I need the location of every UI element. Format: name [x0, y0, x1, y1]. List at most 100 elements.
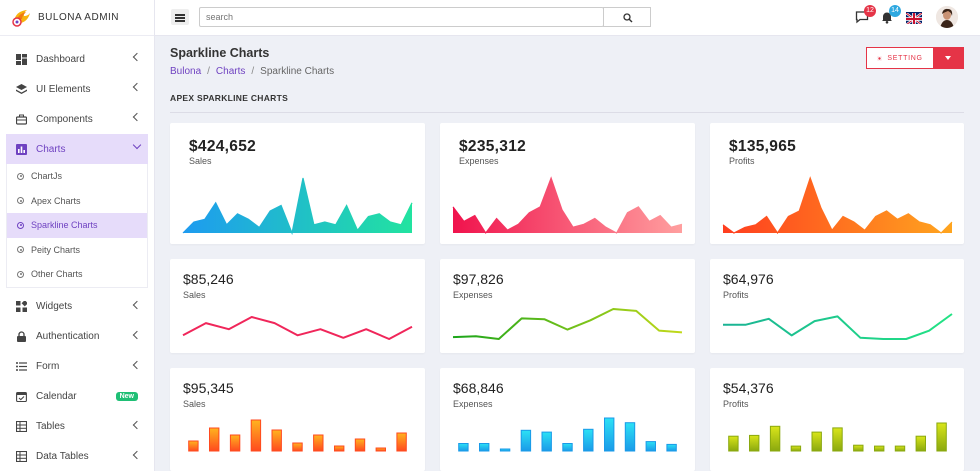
chevron-down-icon: [132, 140, 142, 150]
profits-area-sparkline: [722, 176, 953, 235]
submenu-label: Sparkline Charts: [31, 220, 98, 231]
chevron-left-icon: [132, 450, 142, 459]
sidebar-item-components[interactable]: Components: [0, 104, 154, 134]
sparkline-card-profits-bar: $54,376 Profits: [710, 368, 964, 471]
bar-mark: [229, 434, 241, 452]
sidebar-item-widgets[interactable]: Widgets: [0, 292, 154, 322]
submenu-label: Apex Charts: [31, 195, 81, 206]
uk-flag-icon[interactable]: [906, 12, 922, 24]
sidebar-item-label: Authentication: [36, 331, 100, 342]
bar-mark: [209, 427, 220, 452]
sparkline-card-sales-line: $85,246 Sales: [170, 259, 425, 353]
menu-toggle-icon[interactable]: [171, 9, 189, 25]
bar-mark: [769, 425, 781, 452]
sparkline-card-sales-area: $424,652 Sales: [170, 123, 425, 244]
submenu-item-chartjs[interactable]: ChartJs: [7, 164, 147, 189]
sidebar-item-data-tables[interactable]: Data Tables: [0, 442, 154, 471]
sparkline-card-expenses-line: $97,826 Expenses: [440, 259, 695, 353]
search-input[interactable]: [199, 7, 604, 27]
layers-icon: [16, 83, 27, 94]
bar-mark: [562, 443, 573, 452]
bar-mark: [250, 419, 262, 452]
submenu-item-peity-charts[interactable]: Peity Charts: [7, 238, 147, 263]
bar-mark: [583, 428, 594, 452]
card-label: Sales: [183, 290, 206, 300]
bulona-logo-icon: [12, 9, 30, 27]
sidebar-nav: Dashboard UI Elements Components Charts …: [0, 36, 154, 471]
sparkline-card-sales-bar: $95,345 Sales: [170, 368, 425, 471]
card-label: Sales: [189, 156, 212, 166]
sidebar-item-label: UI Elements: [36, 83, 91, 95]
card-value: $64,976: [723, 271, 774, 287]
card-label: Expenses: [459, 156, 499, 166]
sidebar-item-label: Widgets: [36, 301, 73, 312]
card-value: $95,345: [183, 380, 234, 396]
bar-mark: [375, 447, 387, 452]
circle-icon: [17, 197, 24, 205]
expenses-line-sparkline: [452, 308, 683, 340]
profits-line-sparkline: [723, 313, 953, 340]
bar-mark: [749, 434, 760, 452]
submenu-item-apex-charts[interactable]: Apex Charts: [7, 189, 147, 214]
bar-mark: [874, 445, 885, 452]
sidebar-item-authentication[interactable]: Authentication: [0, 322, 154, 352]
sidebar-item-ui-elements[interactable]: UI Elements: [0, 74, 154, 104]
sparkline-card-profits-area: $135,965 Profits: [710, 123, 964, 244]
breadcrumb-link-home[interactable]: Bulona: [170, 66, 202, 77]
sidebar-item-label: Tables: [36, 421, 65, 432]
expenses-area-sparkline: [452, 176, 683, 235]
sidebar-item-tables[interactable]: Tables: [0, 412, 154, 442]
setting-button[interactable]: SETTING: [866, 47, 934, 69]
notifications-badge: 14: [889, 5, 901, 17]
card-value: $235,312: [459, 138, 527, 155]
profits-bar-sparkline: [728, 422, 947, 452]
chevron-left-icon: [132, 112, 142, 122]
bar-mark: [894, 445, 906, 452]
bar-mark: [915, 435, 927, 452]
sidebar-item-form[interactable]: Form: [0, 352, 154, 382]
area-fill: [453, 178, 682, 233]
sidebar-item-calendar[interactable]: Calendar New: [0, 382, 154, 412]
submenu-item-sparkline-charts[interactable]: Sparkline Charts: [7, 213, 147, 238]
area-line: [722, 176, 953, 235]
page-title: Sparkline Charts: [170, 46, 270, 60]
briefcase-icon: [16, 114, 27, 125]
breadcrumb-separator: /: [251, 66, 255, 77]
circle-icon: [17, 221, 24, 229]
notifications-button[interactable]: 14: [880, 5, 901, 24]
card-label: Expenses: [453, 290, 493, 300]
bar-mark: [645, 441, 657, 452]
submenu-label: Other Charts: [31, 269, 83, 280]
brand[interactable]: BULONA ADMIN: [0, 0, 154, 36]
submenu-item-other-charts[interactable]: Other Charts: [7, 262, 147, 287]
chevron-left-icon: [132, 330, 142, 339]
card-value: $54,376: [723, 380, 774, 396]
circle-icon: [17, 172, 24, 180]
sidebar-item-label: Components: [36, 113, 93, 125]
card-label: Profits: [723, 399, 749, 409]
bar-mark: [354, 438, 366, 452]
series-line: [182, 316, 413, 340]
setting-dropdown-toggle[interactable]: [933, 47, 964, 69]
card-value: $97,826: [453, 271, 504, 287]
submenu-label: ChartJs: [31, 171, 63, 182]
bar-mark: [832, 427, 843, 452]
series-line: [452, 308, 683, 340]
circle-icon: [17, 246, 24, 254]
card-label: Profits: [723, 290, 749, 300]
breadcrumb-current: Sparkline Charts: [260, 66, 335, 77]
table-icon: [16, 421, 27, 432]
sidebar-item-dashboard[interactable]: Dashboard: [0, 44, 154, 74]
sidebar-item-charts[interactable]: Charts: [6, 134, 148, 164]
bar-mark: [188, 440, 199, 452]
bar-mark: [666, 443, 677, 452]
breadcrumb-separator: /: [207, 66, 210, 77]
breadcrumb-link-charts[interactable]: Charts: [215, 66, 246, 77]
sidebar-item-label: Calendar: [36, 391, 77, 402]
chevron-left-icon: [132, 360, 142, 369]
messages-button[interactable]: 12: [855, 5, 876, 24]
search-button[interactable]: [603, 7, 651, 27]
user-avatar[interactable]: [936, 6, 958, 28]
new-badge: New: [115, 391, 138, 401]
charts-submenu: ChartJs Apex Charts Sparkline Charts Pei…: [6, 164, 148, 288]
